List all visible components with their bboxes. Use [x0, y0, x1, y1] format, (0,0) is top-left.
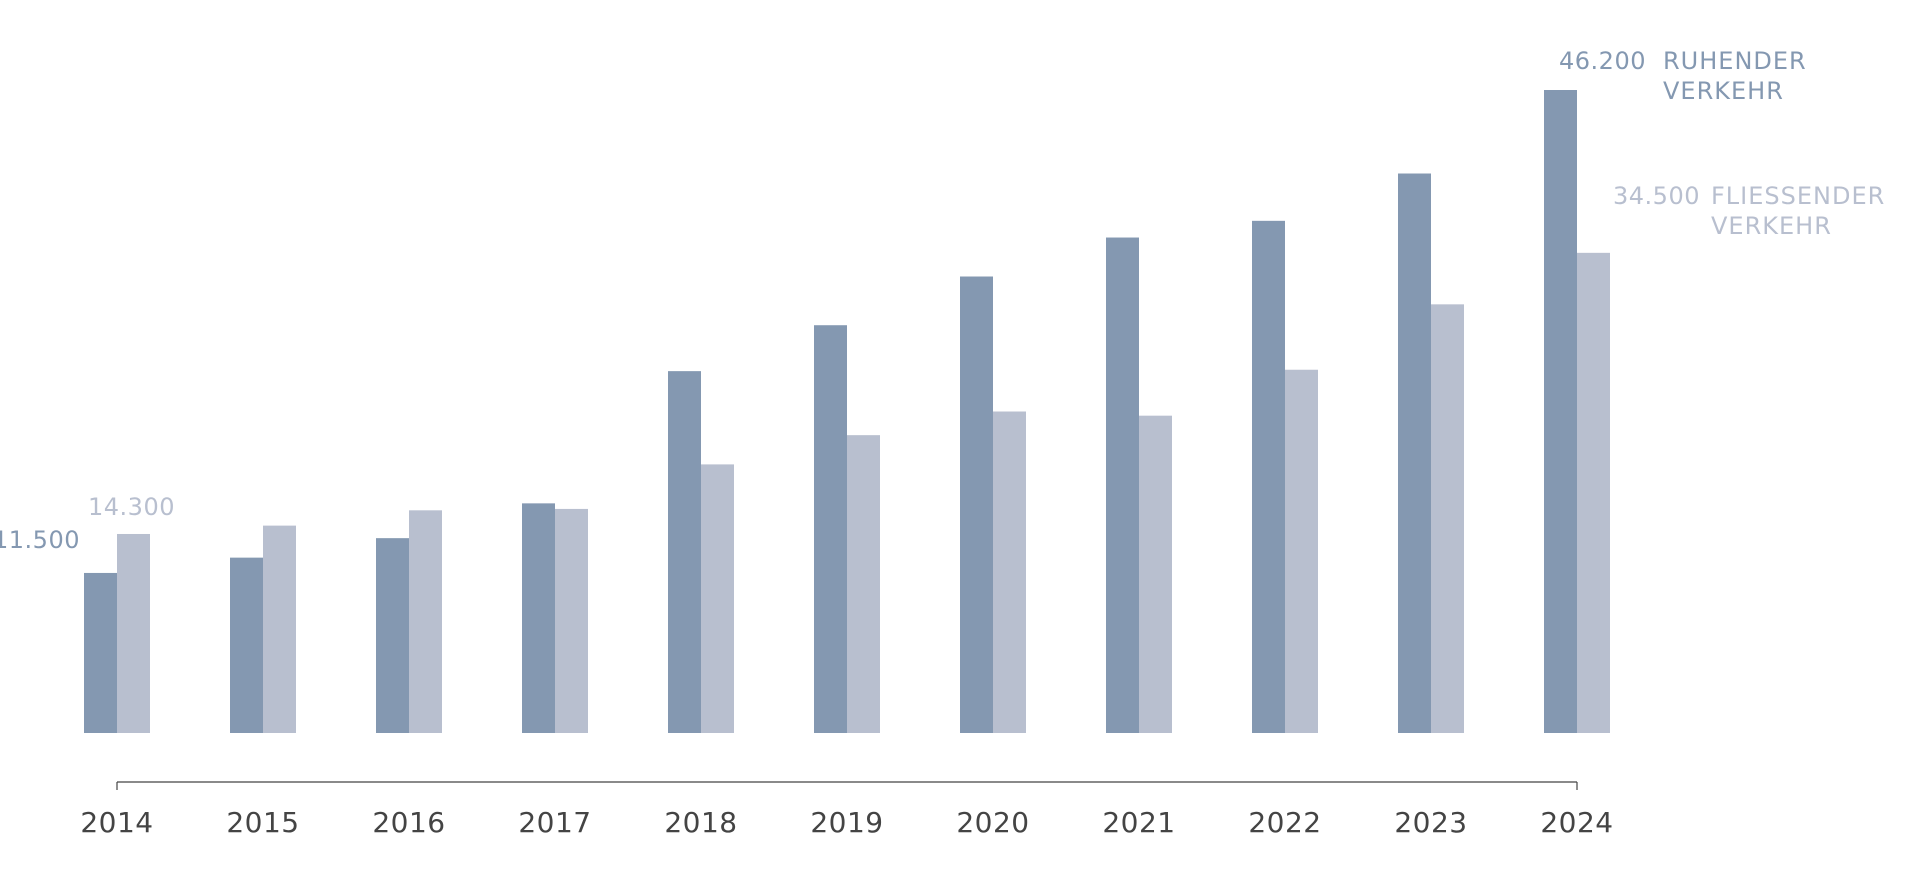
x-tick-labels: 2014 2015 2016 2017 2018 2019 2020 2021 2022 2023… — [80, 806, 1613, 839]
bar-fliessender-2022 — [1285, 369, 1318, 733]
bar-ruhender-2014 — [84, 572, 117, 733]
bar-ruhender-2023 — [1398, 173, 1431, 734]
bar-ruhender-2020 — [960, 276, 993, 733]
bar-ruhender-2017 — [522, 503, 555, 733]
bar-ruhender-2024 — [1544, 90, 1577, 733]
x-tick-label-2016: 2016 — [372, 806, 445, 839]
bar-ruhender-2016 — [376, 538, 409, 733]
bar-fliessender-2019 — [847, 435, 880, 733]
bar-fliessender-2020 — [993, 411, 1026, 733]
bar-fliessender-2018 — [701, 464, 734, 733]
bar-fliessender-2014 — [117, 533, 150, 733]
bar-fliessender-2023 — [1431, 304, 1464, 733]
value-label-ruhender-2014: 11.500 — [0, 526, 80, 554]
bar-ruhender-2019 — [814, 325, 847, 733]
x-tick-label-2014: 2014 — [80, 806, 153, 839]
value-annotations: 11.500 14.300 46.200 34.500 — [0, 47, 1700, 554]
value-label-fliessender-2014: 14.300 — [88, 493, 175, 521]
x-tick-label-2017: 2017 — [518, 806, 591, 839]
bar-ruhender-2022 — [1252, 220, 1285, 733]
bar-fliessender-2017 — [555, 508, 588, 733]
bars-group — [84, 90, 1610, 734]
bar-ruhender-2018 — [668, 371, 701, 733]
x-tick-label-2015: 2015 — [226, 806, 299, 839]
bar-fliessender-2016 — [409, 510, 442, 733]
bar-fliessender-2015 — [263, 525, 296, 733]
series-label-ruhender-line-2: VERKEHR — [1663, 77, 1784, 105]
x-axis — [116, 781, 1578, 790]
bar-ruhender-2021 — [1106, 237, 1139, 733]
x-tick-label-2023: 2023 — [1394, 806, 1467, 839]
x-tick-label-2020: 2020 — [956, 806, 1029, 839]
bar-ruhender-2015 — [230, 557, 263, 733]
bar-fliessender-2024 — [1577, 252, 1610, 734]
x-tick-label-2024: 2024 — [1540, 806, 1613, 839]
value-label-fliessender-2024: 34.500 — [1613, 182, 1700, 210]
bar-fliessender-2021 — [1139, 415, 1172, 733]
x-tick-label-2019: 2019 — [810, 806, 883, 839]
series-label-ruhender-line-1: RUHENDER — [1663, 47, 1807, 75]
x-tick-label-2022: 2022 — [1248, 806, 1321, 839]
x-tick-label-2018: 2018 — [664, 806, 737, 839]
series-label-fliessender-line-1: FLIESSENDER — [1711, 182, 1885, 210]
series-label-fliessender-line-2: VERKEHR — [1711, 212, 1832, 240]
x-tick-label-2021: 2021 — [1102, 806, 1175, 839]
value-label-ruhender-2024: 46.200 — [1559, 47, 1646, 75]
